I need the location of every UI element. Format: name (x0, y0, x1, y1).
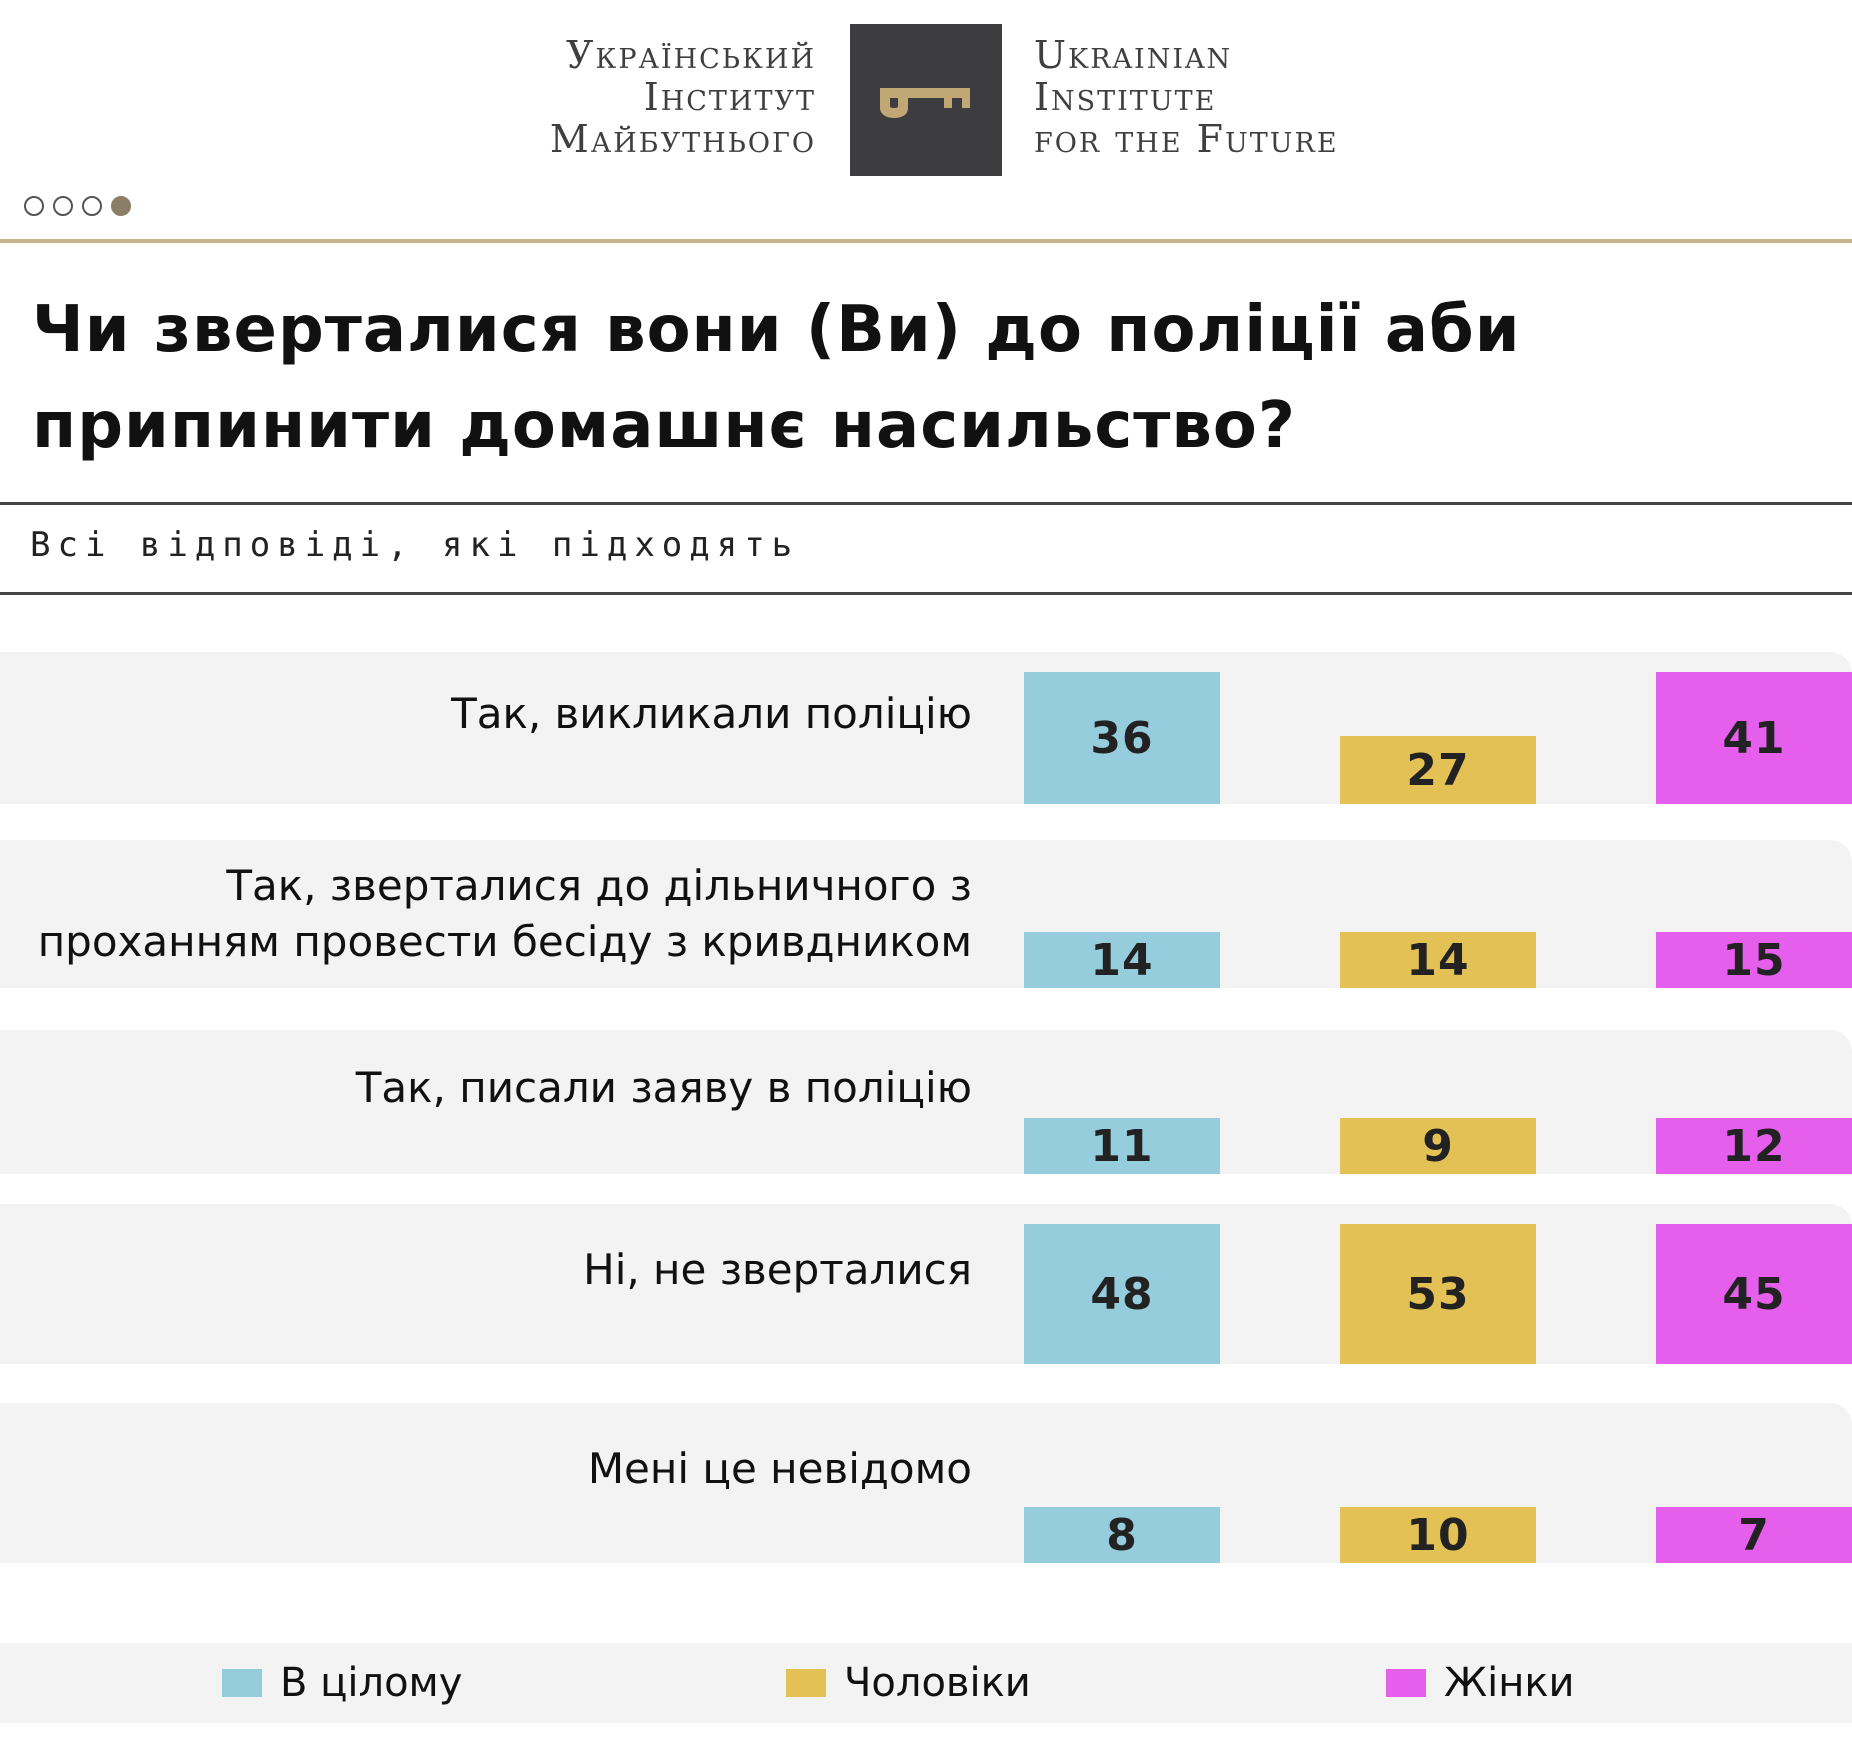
legend-label-women: Жінки (1444, 1660, 1575, 1706)
chart-row-5: Мені це невідомо 8 10 7 (0, 1403, 1852, 1563)
page-dot-1[interactable] (24, 196, 44, 216)
logo-box (850, 24, 1002, 176)
page-indicator (24, 196, 131, 216)
legend-item-men: Чоловіки (786, 1643, 1031, 1723)
chart-row-4: Ні, не зверталися 48 53 45 (0, 1204, 1852, 1364)
legend-item-total: В цілому (222, 1643, 462, 1723)
bar-total-4: 48 (1024, 1224, 1220, 1364)
bar-total-1: 36 (1024, 672, 1220, 804)
subtitle-divider (0, 592, 1852, 595)
legend-item-women: Жінки (1386, 1643, 1575, 1723)
legend-swatch-total (222, 1669, 262, 1697)
bar-men-4: 53 (1340, 1224, 1536, 1364)
category-label: Так, писали заяву в поліцію (355, 1063, 972, 1112)
chart-row-3: Так, писали заяву в поліцію 11 9 12 (0, 1030, 1852, 1174)
legend-label-men: Чоловіки (844, 1660, 1031, 1706)
bar-men-2: 14 (1340, 932, 1536, 988)
bar-men-1: 27 (1340, 736, 1536, 804)
legend: В цілому Чоловіки Жінки (0, 1643, 1852, 1723)
logo-text-ua: Український Інститут Майбутнього (550, 34, 816, 160)
chart-row-2: Так, зверталися до дільничного з прохання… (0, 840, 1852, 988)
page-dot-2[interactable] (53, 196, 73, 216)
chart-row-1: Так, викликали поліцію 36 27 41 (0, 652, 1852, 804)
chart-title: Чи зверталися вони (Ви) до поліції аби п… (32, 282, 1732, 474)
category-label: Ні, не зверталися (583, 1245, 972, 1294)
chart-title-line-1: Чи зверталися вони (Ви) до поліції аби (32, 293, 1521, 367)
category-label: Мені це невідомо (587, 1444, 972, 1493)
bar-women-2: 15 (1656, 932, 1852, 988)
category-label: Так, зверталися до дільничного з прохання… (37, 861, 972, 966)
bar-women-5: 7 (1656, 1507, 1852, 1563)
title-divider (0, 502, 1852, 505)
logo-en-line-2: Institute (1034, 75, 1217, 119)
logo-ua-line-1: Український (565, 33, 816, 77)
logo-text-en: Ukrainian Institute for the Future (1034, 34, 1339, 160)
header-divider (0, 239, 1852, 243)
bar-men-3: 9 (1340, 1118, 1536, 1174)
bar-women-1: 41 (1656, 672, 1852, 804)
bar-women-4: 45 (1656, 1224, 1852, 1364)
chart-title-line-2: припинити домашнє насильство? (32, 389, 1296, 463)
page-dot-4-active[interactable] (111, 196, 131, 216)
bar-total-2: 14 (1024, 932, 1220, 988)
logo-en-line-1: Ukrainian (1034, 33, 1233, 77)
logo-ua-line-3: Майбутнього (549, 117, 816, 161)
bar-total-5: 8 (1024, 1507, 1220, 1563)
page-dot-3[interactable] (82, 196, 102, 216)
key-icon (880, 88, 970, 118)
legend-swatch-men (786, 1669, 826, 1697)
category-label: Так, викликали поліцію (451, 689, 972, 738)
logo-ua-line-2: Інститут (643, 75, 816, 119)
bar-total-3: 11 (1024, 1118, 1220, 1174)
chart-subtitle: Всі відповіді, які підходять (30, 525, 800, 565)
logo-en-line-3: for the Future (1034, 117, 1339, 161)
legend-swatch-women (1386, 1669, 1426, 1697)
legend-label-total: В цілому (280, 1660, 463, 1706)
bar-women-3: 12 (1656, 1118, 1852, 1174)
bar-men-5: 10 (1340, 1507, 1536, 1563)
